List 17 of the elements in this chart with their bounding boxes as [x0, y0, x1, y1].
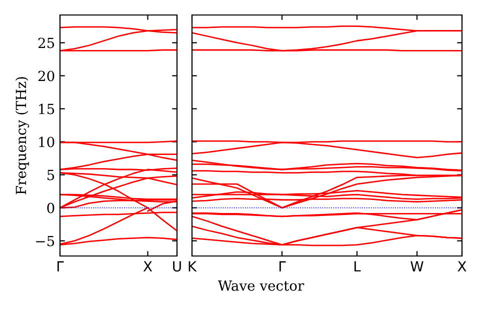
y-tick-label: 5 [47, 170, 54, 180]
y-tick-label: 20 [38, 70, 54, 82]
y-tick-label: −5 [36, 236, 54, 246]
x-tick-label: U [173, 261, 181, 272]
x-tick-label: X [143, 261, 152, 272]
y-axis-title: Frequency (THz) [15, 77, 30, 194]
y-tick-label: 15 [39, 104, 54, 114]
x-tick-label: X [458, 261, 466, 272]
x-tick-label: Γ [57, 261, 64, 272]
x-axis-title: Wave vector [218, 280, 304, 291]
y-tick-label: 25 [38, 38, 54, 48]
x-tick-label: W [410, 261, 424, 272]
y-tick-label: 0 [47, 202, 54, 214]
y-tick-label: 10 [39, 136, 54, 148]
x-tick-label: Γ [279, 261, 286, 272]
x-tick-label: K [188, 261, 197, 272]
x-tick-label: L [354, 261, 361, 272]
